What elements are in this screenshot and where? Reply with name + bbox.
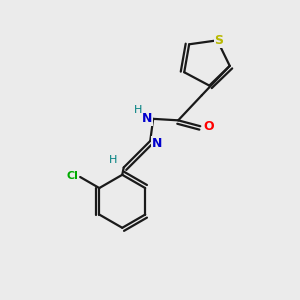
Text: Cl: Cl <box>67 170 79 181</box>
Text: N: N <box>152 137 162 150</box>
Text: H: H <box>109 155 118 165</box>
Text: N: N <box>142 112 152 125</box>
Text: H: H <box>134 105 142 115</box>
Text: S: S <box>214 34 223 47</box>
Text: O: O <box>203 120 214 133</box>
